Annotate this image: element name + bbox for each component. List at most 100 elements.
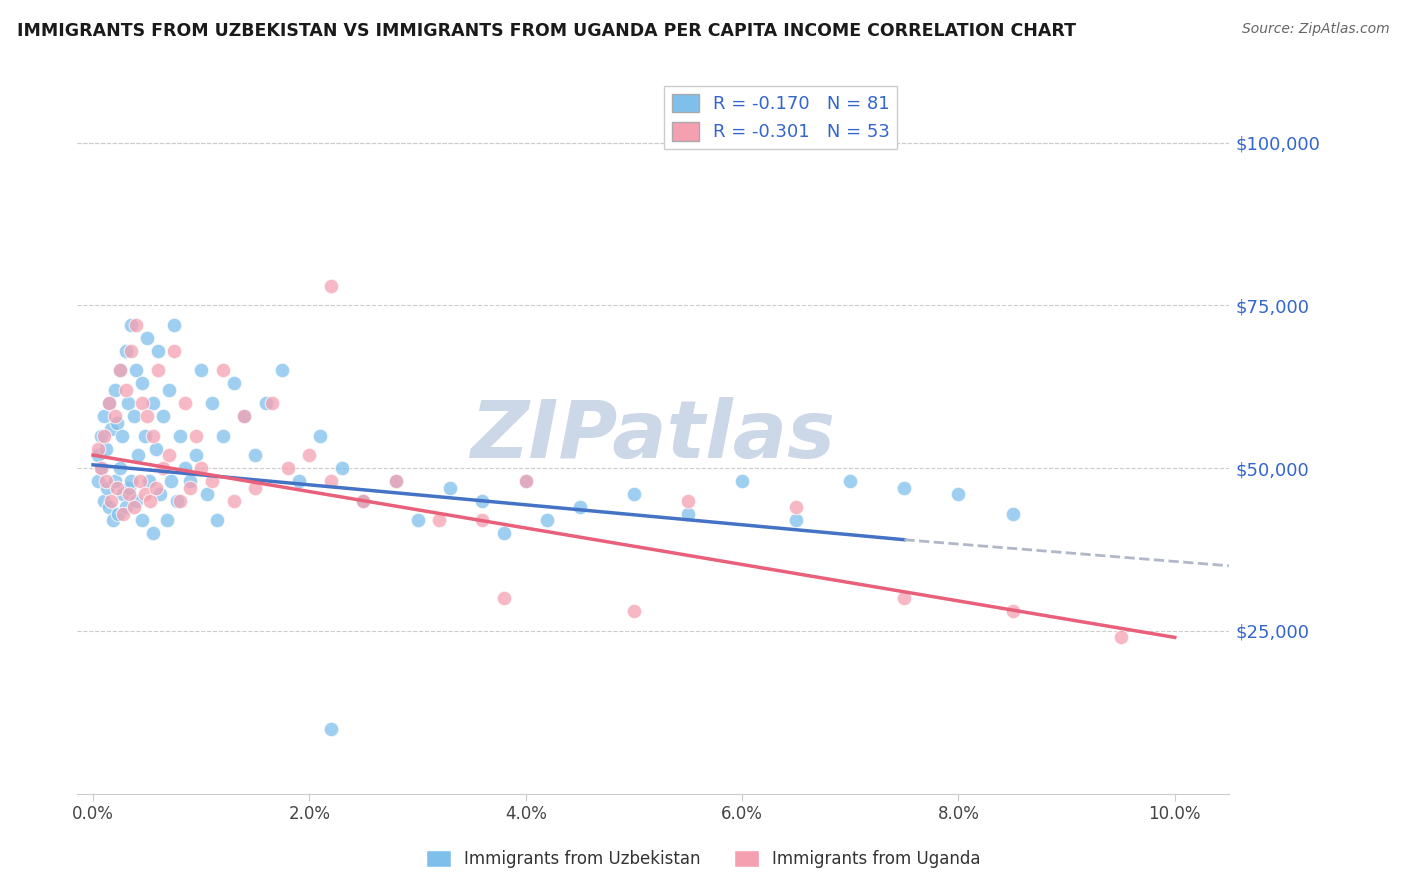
Point bbox=[623, 487, 645, 501]
Point bbox=[222, 493, 245, 508]
Point bbox=[179, 481, 201, 495]
Point bbox=[427, 513, 450, 527]
Text: IMMIGRANTS FROM UZBEKISTAN VS IMMIGRANTS FROM UGANDA PER CAPITA INCOME CORRELATI: IMMIGRANTS FROM UZBEKISTAN VS IMMIGRANTS… bbox=[17, 22, 1076, 40]
Point bbox=[222, 376, 245, 391]
Point bbox=[157, 383, 180, 397]
Point bbox=[131, 513, 153, 527]
Point bbox=[785, 500, 807, 515]
Point bbox=[157, 448, 180, 462]
Point bbox=[298, 448, 321, 462]
Point bbox=[676, 507, 699, 521]
Point bbox=[245, 481, 267, 495]
Point bbox=[114, 343, 136, 358]
Point bbox=[136, 409, 159, 423]
Point bbox=[134, 428, 156, 442]
Point bbox=[515, 474, 537, 488]
Point bbox=[104, 383, 127, 397]
Point bbox=[101, 513, 124, 527]
Point bbox=[139, 493, 162, 508]
Point bbox=[120, 474, 142, 488]
Point bbox=[131, 396, 153, 410]
Point bbox=[105, 481, 128, 495]
Text: Source: ZipAtlas.com: Source: ZipAtlas.com bbox=[1241, 22, 1389, 37]
Point bbox=[125, 493, 148, 508]
Point bbox=[785, 513, 807, 527]
Point bbox=[100, 422, 122, 436]
Point bbox=[90, 428, 112, 442]
Point bbox=[319, 278, 342, 293]
Point bbox=[146, 343, 169, 358]
Point bbox=[174, 396, 197, 410]
Point bbox=[277, 461, 299, 475]
Point bbox=[149, 487, 172, 501]
Point bbox=[169, 493, 191, 508]
Point bbox=[568, 500, 591, 515]
Point bbox=[142, 396, 165, 410]
Point bbox=[184, 428, 207, 442]
Point bbox=[120, 318, 142, 332]
Text: ZIPatlas: ZIPatlas bbox=[471, 397, 835, 475]
Point bbox=[108, 363, 131, 377]
Point bbox=[536, 513, 558, 527]
Point bbox=[145, 481, 167, 495]
Point bbox=[190, 363, 212, 377]
Point bbox=[125, 363, 148, 377]
Point bbox=[174, 461, 197, 475]
Point bbox=[98, 396, 121, 410]
Point bbox=[1001, 507, 1024, 521]
Point bbox=[98, 396, 121, 410]
Point bbox=[385, 474, 408, 488]
Point bbox=[94, 442, 117, 456]
Point bbox=[839, 474, 862, 488]
Point bbox=[893, 481, 915, 495]
Point bbox=[212, 363, 235, 377]
Point bbox=[134, 487, 156, 501]
Point bbox=[142, 526, 165, 541]
Point bbox=[138, 474, 160, 488]
Point bbox=[120, 343, 142, 358]
Point bbox=[90, 461, 112, 475]
Point bbox=[353, 493, 375, 508]
Point bbox=[118, 487, 141, 501]
Point bbox=[87, 442, 110, 456]
Point bbox=[623, 604, 645, 618]
Point bbox=[104, 409, 127, 423]
Point bbox=[330, 461, 353, 475]
Point bbox=[145, 442, 167, 456]
Point bbox=[111, 428, 134, 442]
Point bbox=[114, 500, 136, 515]
Point bbox=[731, 474, 754, 488]
Point bbox=[207, 513, 229, 527]
Point bbox=[406, 513, 429, 527]
Point bbox=[160, 474, 183, 488]
Point bbox=[515, 474, 537, 488]
Point bbox=[471, 493, 494, 508]
Point bbox=[319, 722, 342, 736]
Point bbox=[260, 396, 283, 410]
Point bbox=[179, 474, 201, 488]
Point bbox=[152, 409, 174, 423]
Point bbox=[146, 363, 169, 377]
Point bbox=[112, 487, 135, 501]
Point bbox=[271, 363, 294, 377]
Point bbox=[122, 500, 145, 515]
Point bbox=[309, 428, 332, 442]
Point bbox=[166, 493, 188, 508]
Point bbox=[184, 448, 207, 462]
Point bbox=[112, 507, 135, 521]
Point bbox=[104, 474, 127, 488]
Point bbox=[125, 318, 148, 332]
Point bbox=[1109, 631, 1132, 645]
Point bbox=[94, 474, 117, 488]
Point bbox=[100, 493, 122, 508]
Point bbox=[90, 461, 112, 475]
Point bbox=[136, 331, 159, 345]
Point bbox=[190, 461, 212, 475]
Point bbox=[93, 428, 115, 442]
Point bbox=[676, 493, 699, 508]
Point bbox=[233, 409, 256, 423]
Point bbox=[87, 448, 110, 462]
Point bbox=[254, 396, 277, 410]
Point bbox=[319, 474, 342, 488]
Point bbox=[212, 428, 235, 442]
